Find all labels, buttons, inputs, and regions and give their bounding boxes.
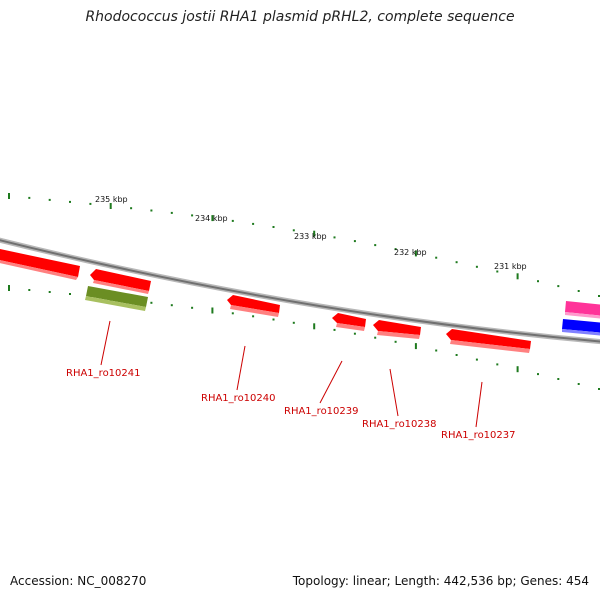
lower-scale-minor-tick: [191, 306, 194, 309]
lower-scale-minor-tick: [455, 354, 458, 356]
upper-scale-minor-tick: [333, 236, 336, 239]
upper-scale-minor-tick: [353, 240, 356, 243]
lower-scale-minor-tick: [598, 388, 600, 390]
gene-arrow-magenta-right[interactable]: [565, 301, 600, 319]
lower-scale-minor-tick: [435, 349, 438, 352]
lower-scale-minor-tick: [69, 293, 71, 295]
gene-arrow-blue-right[interactable]: [562, 319, 600, 336]
lower-scale-minor-tick: [557, 378, 560, 380]
lower-scale-major-tick: [211, 307, 214, 314]
lower-scale-minor-tick: [231, 312, 234, 315]
upper-scale-minor-tick: [48, 198, 51, 201]
gene-label-ro10238[interactable]: RHA1_ro10238: [362, 419, 437, 430]
upper-scale-minor-tick: [394, 248, 397, 251]
lower-scale-minor-tick: [48, 291, 51, 293]
upper-scale-minor-tick: [435, 256, 438, 259]
gene-label-ro10239[interactable]: RHA1_ro10239: [284, 406, 359, 417]
upper-scale-ticks: [8, 193, 600, 297]
upper-scale-minor-tick: [537, 280, 539, 283]
scale-label-232: 232 kbp: [394, 248, 427, 257]
upper-scale-minor-tick: [150, 209, 153, 212]
gene-arrow-ro10237[interactable]: [446, 329, 531, 353]
lower-scale-minor-tick: [170, 304, 173, 307]
gene-arrow-ro10241[interactable]: [85, 286, 148, 311]
lower-scale-minor-tick: [28, 289, 31, 291]
lower-scale-minor-tick: [353, 332, 356, 335]
gene-label-ro10237[interactable]: RHA1_ro10237: [441, 430, 516, 441]
gene-arrow-ro10241-adjacent[interactable]: [90, 269, 151, 294]
upper-scale-minor-tick: [69, 200, 71, 203]
upper-scale-minor-tick: [475, 265, 478, 268]
upper-scale-major-tick: [516, 273, 519, 280]
lower-scale-minor-tick: [394, 340, 397, 343]
upper-scale-major-tick: [211, 215, 214, 222]
gene-label-ro10240[interactable]: RHA1_ro10240: [201, 393, 276, 404]
leader-line-ro10241: [100, 320, 111, 366]
lower-scale-minor-tick: [272, 318, 275, 321]
leader-line-ro10240: [236, 345, 246, 391]
upper-scale-minor-tick: [191, 214, 194, 217]
scale-label-234: 234 kbp: [195, 214, 228, 223]
upper-scale-major-tick: [8, 193, 10, 199]
upper-scale-minor-tick: [130, 207, 133, 210]
upper-scale-minor-tick: [292, 229, 295, 232]
lower-scale-major-tick: [8, 285, 10, 291]
lower-scale-ticks: [8, 285, 600, 390]
leader-line-ro10238: [389, 368, 399, 417]
scale-label-231: 231 kbp: [494, 262, 527, 271]
lower-scale-minor-tick: [537, 373, 539, 376]
upper-scale-major-tick: [109, 203, 112, 209]
upper-scale-major-tick: [313, 230, 316, 237]
lower-scale-minor-tick: [333, 328, 336, 331]
scale-label-233: 233 kbp: [294, 232, 327, 241]
upper-scale-minor-tick: [598, 295, 600, 297]
leader-line-ro10237: [475, 381, 483, 428]
accession-text: Accession: NC_008270: [10, 574, 147, 588]
lower-scale-minor-tick: [292, 321, 295, 324]
upper-scale-minor-tick: [455, 261, 458, 264]
topology-summary-text: Topology: linear; Length: 442,536 bp; Ge…: [292, 574, 589, 588]
gene-arrow-upper-left[interactable]: [0, 248, 80, 280]
gene-arrow-ro10238[interactable]: [373, 320, 421, 339]
map-title: Rhodococcus jostii RHA1 plasmid pRHL2, c…: [85, 9, 515, 25]
upper-scale-minor-tick: [89, 202, 92, 205]
upper-scale-minor-tick: [28, 196, 31, 199]
upper-scale-minor-tick: [557, 285, 560, 288]
gene-arrow-ro10240[interactable]: [227, 295, 280, 317]
upper-scale-minor-tick: [272, 226, 275, 228]
upper-scale-minor-tick: [231, 219, 234, 222]
lower-scale-minor-tick: [374, 336, 377, 339]
lower-scale-minor-tick: [475, 358, 478, 361]
lower-scale-minor-tick: [577, 383, 580, 385]
upper-scale-major-tick: [414, 250, 417, 257]
upper-scale-minor-tick: [374, 244, 377, 247]
lower-scale-major-tick: [516, 366, 519, 373]
upper-scale-minor-tick: [170, 211, 173, 214]
lower-scale-major-tick: [414, 343, 417, 350]
leader-line-ro10239: [319, 360, 343, 404]
gene-label-ro10241[interactable]: RHA1_ro10241: [66, 368, 141, 379]
gene-arrow-ro10239[interactable]: [332, 313, 366, 331]
upper-scale-minor-tick: [577, 290, 580, 292]
lower-scale-minor-tick: [496, 363, 499, 366]
upper-scale-minor-tick: [496, 270, 499, 273]
lower-scale-major-tick: [313, 323, 316, 330]
scale-label-235: 235 kbp: [95, 195, 128, 204]
lower-scale-minor-tick: [252, 315, 255, 318]
sequence-backbone-core: [0, 239, 600, 343]
upper-scale-minor-tick: [252, 222, 255, 225]
lower-scale-minor-tick: [150, 301, 153, 304]
